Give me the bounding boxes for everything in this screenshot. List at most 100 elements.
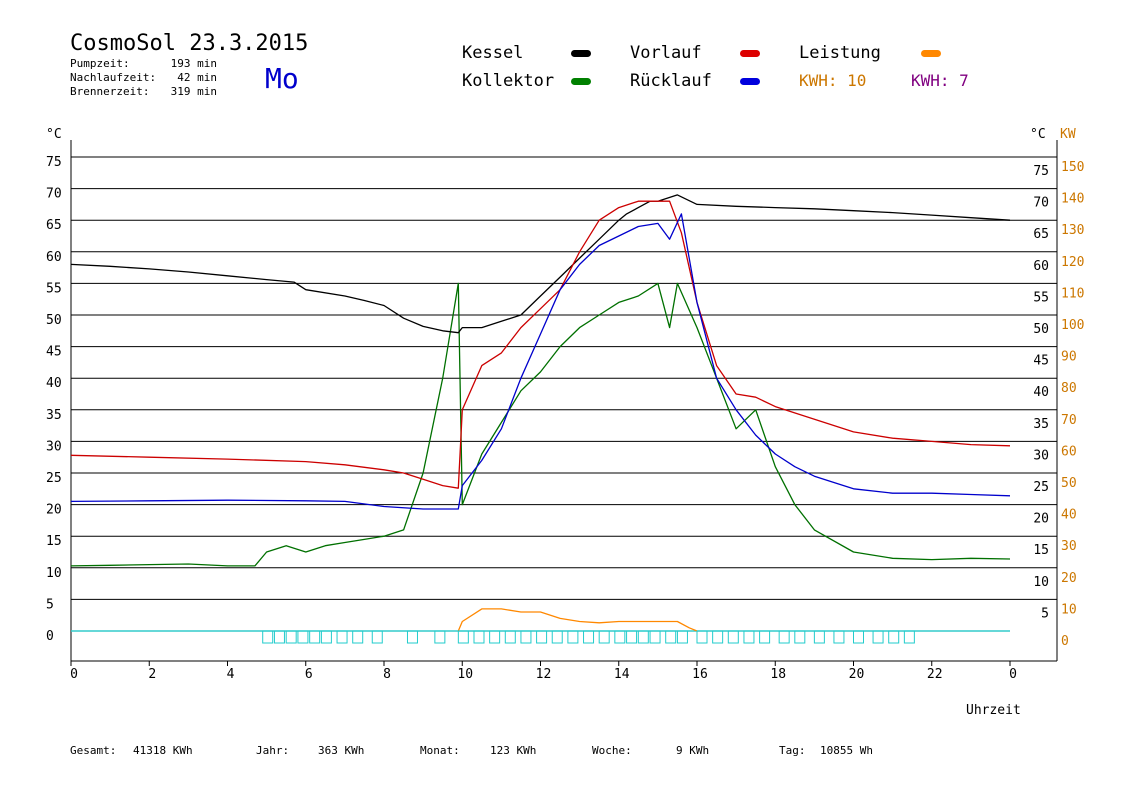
series-line-vorlauf xyxy=(70,200,1011,489)
pump-marker xyxy=(637,630,649,644)
y2-tick: 40 xyxy=(1061,508,1077,523)
right-axis-unit: °C xyxy=(1030,127,1046,142)
pump-marker xyxy=(872,630,884,644)
y-tick-left: 75 xyxy=(46,155,62,170)
y2-tick: 80 xyxy=(1061,381,1077,396)
footer-label-gesamt: Gesamt: xyxy=(70,744,116,757)
y2-tick: 110 xyxy=(1061,286,1084,301)
stat-value-nachlaufzeit: 42 min xyxy=(177,71,217,84)
series-line-leistung xyxy=(457,608,698,632)
y2-tick: 50 xyxy=(1061,476,1077,491)
weekday-label: Mo xyxy=(265,62,299,95)
pump-marker xyxy=(888,630,900,644)
stat-value-pumpzeit: 193 min xyxy=(171,57,217,70)
footer-value-gesamt: 41318 KWh xyxy=(133,744,193,757)
pump-marker xyxy=(794,630,806,644)
y-tick-left: 0 xyxy=(46,629,54,644)
y-tick-left: 20 xyxy=(46,503,62,518)
legend-swatch-kollektor xyxy=(571,78,591,85)
pump-marker xyxy=(273,630,285,644)
pump-marker xyxy=(583,630,595,644)
series-line-kessel xyxy=(70,194,1011,334)
legend-swatch-vorlauf xyxy=(740,50,760,57)
pump-marker xyxy=(676,630,688,644)
pump-marker xyxy=(759,630,771,644)
x-tick-label: 12 xyxy=(536,667,552,682)
y-tick-right: 65 xyxy=(1033,227,1049,242)
y-tick-right: 15 xyxy=(1033,543,1049,558)
x-tick-label: 16 xyxy=(692,667,708,682)
x-axis-label: Uhrzeit xyxy=(966,703,1021,718)
y-tick-left: 60 xyxy=(46,250,62,265)
x-tick-label: 20 xyxy=(849,667,865,682)
pump-marker xyxy=(598,630,610,644)
y-tick-right: 55 xyxy=(1033,290,1049,305)
y2-tick: 30 xyxy=(1061,539,1077,554)
y-tick-left: 50 xyxy=(46,313,62,328)
pump-marker xyxy=(489,630,501,644)
y-tick-left: 65 xyxy=(46,218,62,233)
pump-marker xyxy=(309,630,321,644)
stat-label-pumpzeit: Pumpzeit: xyxy=(70,57,130,70)
pump-marker xyxy=(614,630,626,644)
pump-marker xyxy=(712,630,724,644)
x-tick-label: 10 xyxy=(457,667,473,682)
pump-marker xyxy=(778,630,790,644)
y-tick-left: 10 xyxy=(46,566,62,581)
footer-label-monat: Monat: xyxy=(420,744,460,757)
footer-label-woche: Woche: xyxy=(592,744,632,757)
y2-tick: 120 xyxy=(1061,255,1084,270)
series-line-kollektor xyxy=(70,282,1011,567)
pump-marker xyxy=(352,630,364,644)
pump-markers xyxy=(262,630,915,644)
pump-marker xyxy=(903,630,915,644)
pump-marker xyxy=(520,630,532,644)
pump-marker xyxy=(457,630,469,644)
series-lines xyxy=(70,194,1011,632)
legend-label-ruecklauf: Rücklauf xyxy=(630,71,712,91)
footer: Gesamt: 41318 KWh Jahr: 363 KWh Monat: 1… xyxy=(70,744,873,757)
pump-marker xyxy=(551,630,563,644)
y2-tick: 0 xyxy=(1061,634,1069,649)
x-tick-label: 18 xyxy=(770,667,786,682)
pump-marker xyxy=(320,630,332,644)
y-tick-left: 45 xyxy=(46,345,62,360)
y2-tick: 70 xyxy=(1061,413,1077,428)
pump-marker xyxy=(406,630,418,644)
pump-marker xyxy=(434,630,446,644)
x-tick-label: 2 xyxy=(148,667,156,682)
grid-lines xyxy=(70,140,1058,666)
left-axis-unit: °C xyxy=(46,127,62,142)
y2-tick: 150 xyxy=(1061,160,1084,175)
x-tick-label: 0 xyxy=(1009,667,1017,682)
y-tick-right: 25 xyxy=(1033,480,1049,495)
y-tick-right: 30 xyxy=(1033,448,1049,463)
y-tick-right: 60 xyxy=(1033,259,1049,274)
pump-marker xyxy=(649,630,661,644)
y-tick-right: 20 xyxy=(1033,512,1049,527)
pump-marker xyxy=(743,630,755,644)
y2-tick: 60 xyxy=(1061,444,1077,459)
pump-marker xyxy=(665,630,677,644)
footer-label-jahr: Jahr: xyxy=(256,744,289,757)
y-tick-left: 40 xyxy=(46,376,62,391)
y-tick-right: 50 xyxy=(1033,322,1049,337)
y-tick-left: 5 xyxy=(46,597,54,612)
legend-label-leistung: Leistung xyxy=(799,43,881,63)
footer-value-tag: 10855 Wh xyxy=(820,744,873,757)
pump-marker xyxy=(262,630,274,644)
y-tick-right: 45 xyxy=(1033,354,1049,369)
y2-tick: 20 xyxy=(1061,571,1077,586)
x-tick-label: 14 xyxy=(614,667,630,682)
y-tick-right: 35 xyxy=(1033,417,1049,432)
x-tick-label: 8 xyxy=(383,667,391,682)
legend-label-kessel: Kessel xyxy=(462,43,523,63)
series-line-rcklauf xyxy=(70,213,1011,510)
y-tick-left: 25 xyxy=(46,471,62,486)
y-tick-left: 35 xyxy=(46,408,62,423)
pump-marker xyxy=(297,630,309,644)
y-tick-right: 5 xyxy=(1041,606,1049,621)
y-tick-left: 30 xyxy=(46,439,62,454)
